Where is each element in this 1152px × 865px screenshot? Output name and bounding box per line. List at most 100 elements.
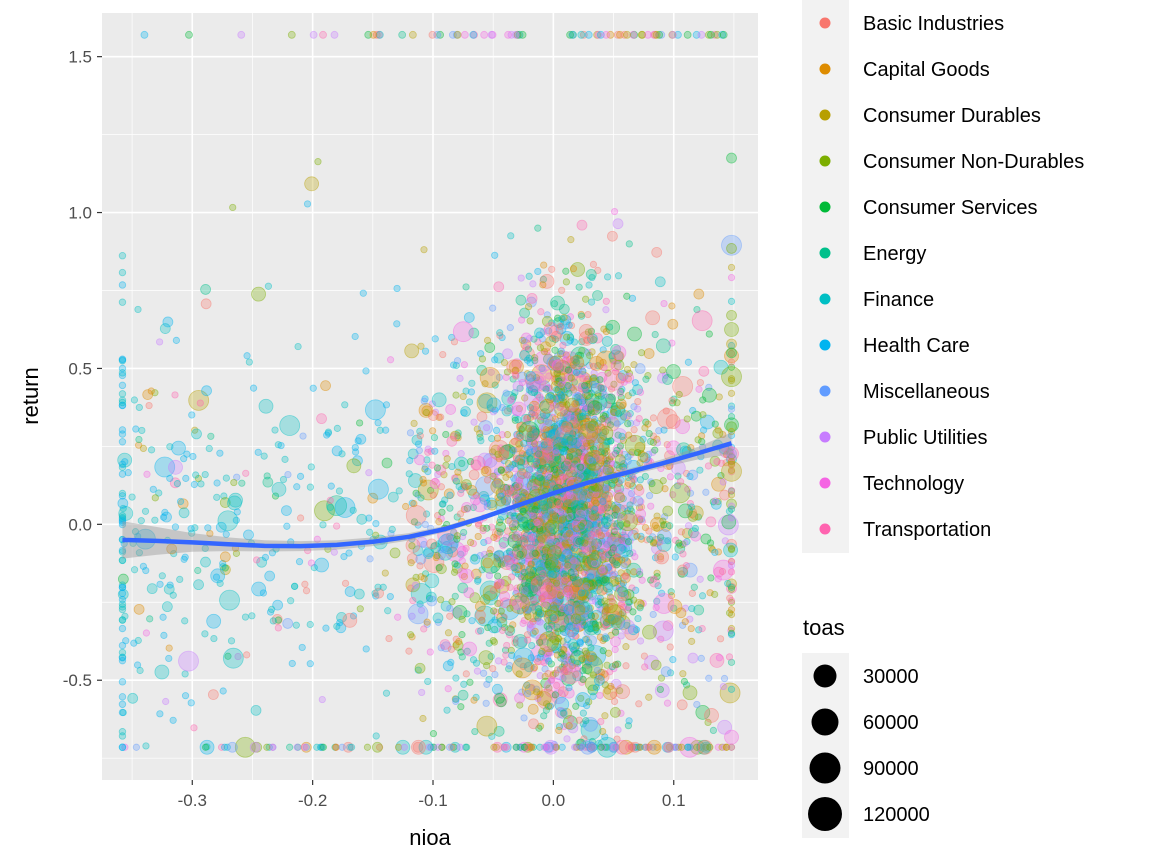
data-point <box>491 251 499 259</box>
data-point <box>146 583 158 595</box>
data-point <box>488 732 496 740</box>
legend-key-finance <box>819 293 831 305</box>
data-point <box>566 434 578 446</box>
data-point <box>551 346 559 354</box>
data-point <box>562 501 570 509</box>
data-point <box>498 403 506 412</box>
data-point <box>601 500 617 516</box>
data-point <box>188 529 196 537</box>
data-point <box>624 538 633 546</box>
data-point <box>118 470 127 478</box>
data-point <box>497 466 505 475</box>
data-point <box>495 521 507 533</box>
data-point <box>429 491 437 499</box>
data-point <box>649 438 657 447</box>
data-point <box>351 443 359 452</box>
data-point <box>557 432 565 440</box>
data-point <box>536 618 544 626</box>
data-point <box>540 348 548 356</box>
data-point <box>544 702 553 710</box>
data-point <box>342 612 358 628</box>
data-point <box>582 717 590 725</box>
legend-label: Transportation <box>863 519 991 541</box>
data-point <box>456 743 464 751</box>
data-point <box>374 583 382 591</box>
data-point <box>404 343 420 359</box>
data-point <box>511 530 523 542</box>
data-point <box>526 617 548 639</box>
data-point <box>452 321 474 343</box>
data-point <box>253 556 261 564</box>
data-point <box>398 30 407 39</box>
data-point <box>137 517 145 525</box>
data-point <box>559 499 567 508</box>
data-point <box>136 666 144 675</box>
data-point <box>562 278 570 286</box>
data-point <box>637 535 646 543</box>
data-point <box>539 460 547 469</box>
data-point <box>435 540 443 548</box>
data-point <box>117 588 129 600</box>
data-point <box>557 508 565 516</box>
data-point <box>672 375 694 397</box>
data-point <box>345 549 353 557</box>
data-point <box>446 491 454 499</box>
data-point <box>424 468 432 476</box>
data-point <box>533 576 542 584</box>
data-point <box>163 583 175 595</box>
legend-label: Capital Goods <box>863 59 990 81</box>
data-point <box>261 553 270 562</box>
data-point <box>461 562 469 570</box>
data-point <box>482 557 494 569</box>
data-point <box>567 236 575 244</box>
data-point <box>117 573 129 585</box>
data-point <box>489 472 497 480</box>
data-point <box>575 351 583 359</box>
data-point <box>469 30 478 39</box>
data-point <box>432 553 440 562</box>
data-point <box>573 465 582 473</box>
data-point <box>559 473 567 481</box>
data-point <box>469 656 478 664</box>
data-point <box>693 700 701 709</box>
data-point <box>470 459 482 471</box>
data-point <box>222 474 230 482</box>
data-point <box>698 365 710 377</box>
data-point <box>162 697 170 706</box>
data-point <box>479 367 501 388</box>
data-point <box>471 727 479 736</box>
data-point <box>586 545 595 553</box>
data-point <box>279 475 288 484</box>
data-point <box>509 554 517 562</box>
data-point <box>181 670 189 678</box>
data-point <box>443 488 455 500</box>
data-point <box>381 457 393 469</box>
data-point <box>410 500 418 508</box>
data-point <box>597 392 606 400</box>
data-point <box>187 699 195 707</box>
data-point <box>516 523 525 532</box>
data-point <box>584 375 592 383</box>
size-key <box>813 664 837 688</box>
data-point <box>402 502 410 511</box>
data-point <box>696 466 704 474</box>
data-point <box>128 493 136 501</box>
data-point <box>581 466 590 474</box>
data-point <box>647 502 655 510</box>
data-point <box>481 466 489 475</box>
data-point <box>582 582 591 590</box>
data-point <box>578 436 587 444</box>
data-point <box>547 511 556 519</box>
data-point <box>713 458 721 466</box>
data-point <box>525 354 533 362</box>
data-point <box>588 348 596 356</box>
data-point <box>156 710 164 718</box>
data-point <box>534 515 543 523</box>
data-point <box>207 689 219 700</box>
data-point <box>573 408 581 416</box>
data-point <box>238 479 246 487</box>
data-point <box>711 548 719 557</box>
data-point <box>560 381 572 393</box>
data-point <box>716 635 725 643</box>
data-point <box>589 260 598 269</box>
